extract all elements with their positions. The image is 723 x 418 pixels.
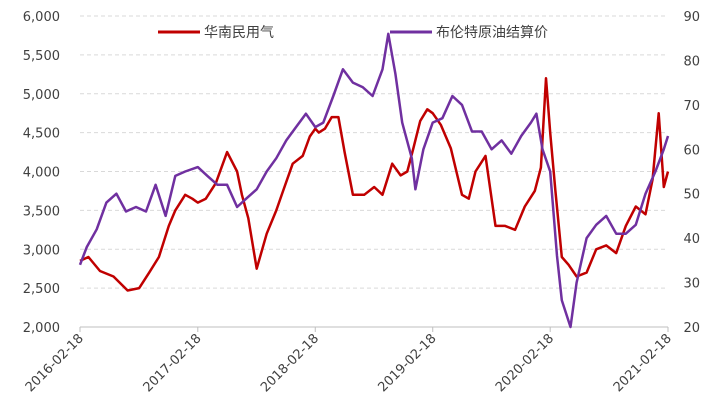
y-left-tick-label: 3,500: [23, 204, 60, 219]
y-left-tick-label: 3,000: [23, 243, 60, 258]
y-left-tick-label: 4,000: [23, 166, 60, 181]
y-right-tick-label: 80: [683, 54, 700, 69]
y-right-tick-label: 40: [683, 232, 700, 247]
y-left-tick-label: 2,500: [23, 282, 60, 297]
gridlines: [80, 15, 668, 289]
series-line-2: [78, 32, 670, 329]
y-right-tick-label: 20: [683, 321, 700, 336]
x-tick-label: 2020-02-18: [493, 331, 557, 395]
y-left-tick-label: 4,500: [23, 127, 60, 142]
y-left-tick-label: 2,000: [23, 321, 60, 336]
legend: 华南民用气 布伦特原油结算价: [158, 25, 548, 41]
y-left-tick-label: 5,500: [23, 49, 60, 64]
x-tick-label: 2017-02-18: [141, 331, 205, 395]
y-right-tick-label: 30: [683, 277, 700, 292]
x-tick-label: 2018-02-18: [258, 331, 322, 395]
axes: 2,000 2,500 3,000 3,500 4,000 4,500 5,000 5,500…: [23, 10, 700, 395]
y-right-tick-label: 70: [683, 99, 700, 114]
y-right-tick-label: 90: [683, 10, 700, 25]
y-left-tick-label: 6,000: [23, 10, 60, 25]
x-tick-label: 2019-02-18: [376, 331, 440, 395]
y-right-tick-label: 60: [683, 143, 700, 158]
y-right-tick-label: 50: [683, 188, 700, 203]
x-tick-label: 2021-02-18: [611, 331, 675, 395]
series-line-1: [79, 76, 670, 292]
series-lines: [78, 32, 670, 329]
y-left-tick-label: 5,000: [23, 88, 60, 103]
legend-label-1: 华南民用气: [204, 25, 274, 41]
legend-label-2: 布伦特原油结算价: [436, 25, 548, 41]
x-tick-label: 2016-02-18: [23, 331, 87, 395]
